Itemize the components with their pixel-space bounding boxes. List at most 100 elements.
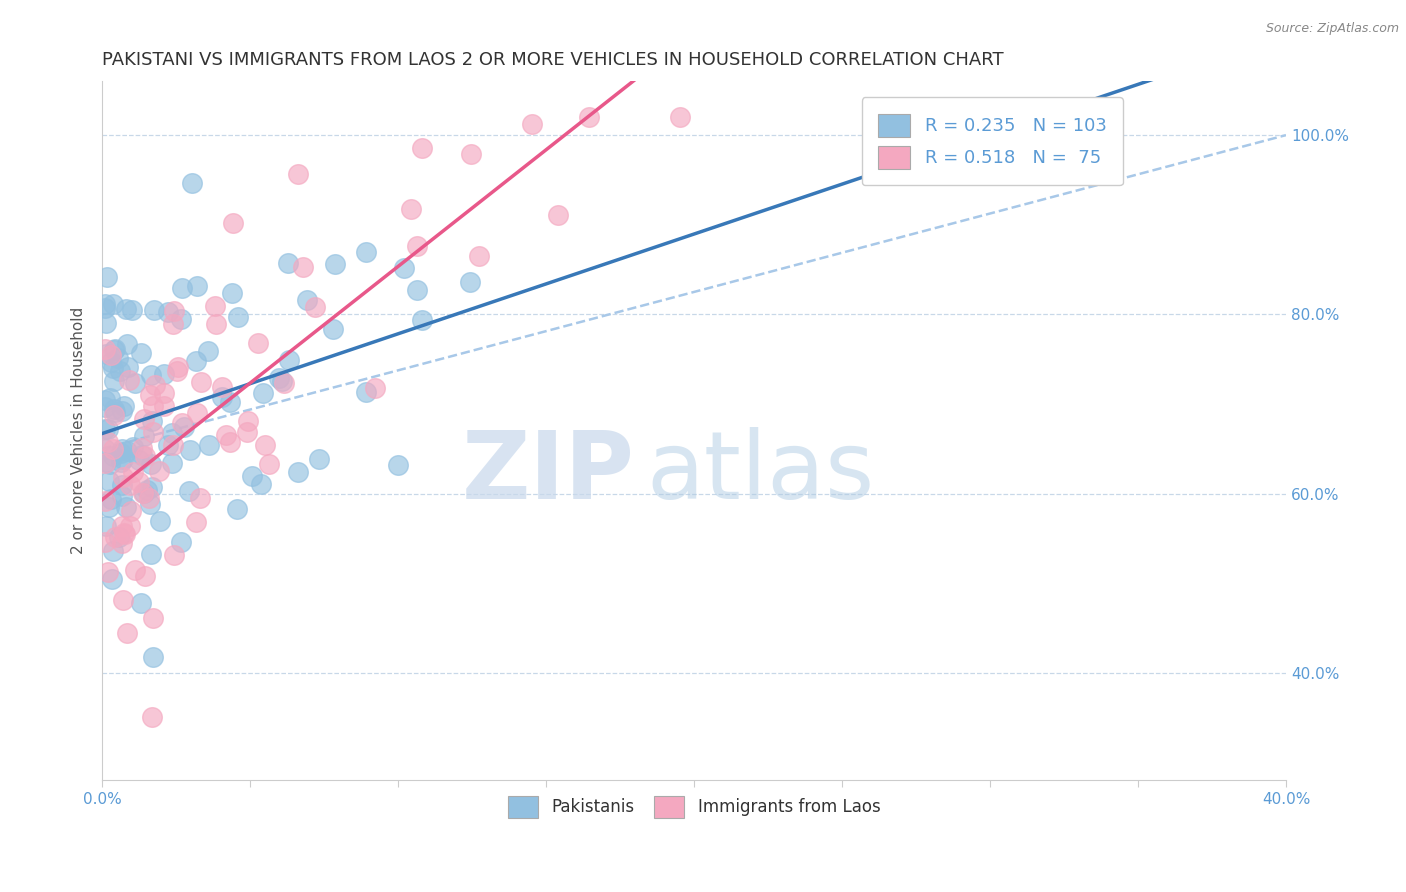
Point [114, 526, 136, 541]
Point [221, 285, 243, 300]
Point [219, 395, 242, 409]
Point [153, 386, 176, 401]
Point [411, 313, 433, 327]
Point [139, 547, 162, 561]
Point [387, 458, 409, 472]
Point [97, 500, 120, 514]
Point [118, 518, 141, 533]
Point [292, 260, 315, 274]
Point [287, 167, 309, 181]
Point [112, 525, 135, 540]
Point [111, 593, 134, 607]
Point [156, 305, 179, 319]
Point [97, 565, 120, 579]
Point [222, 216, 245, 230]
Point [277, 255, 299, 269]
Point [128, 453, 150, 467]
Point [179, 442, 201, 457]
Point [215, 428, 238, 442]
Point [668, 110, 690, 124]
Point [198, 438, 221, 452]
Text: PAKISTANI VS IMMIGRANTS FROM LAOS 2 OR MORE VEHICLES IN HOUSEHOLD CORRELATION CH: PAKISTANI VS IMMIGRANTS FROM LAOS 2 OR M… [103, 51, 1004, 69]
Point [142, 611, 165, 625]
Point [103, 374, 125, 388]
Point [186, 515, 208, 529]
Point [124, 376, 146, 390]
Point [181, 176, 204, 190]
Y-axis label: 2 or more Vehicles in Household: 2 or more Vehicles in Household [72, 307, 86, 555]
Point [138, 491, 160, 506]
Point [94, 342, 117, 356]
Point [96, 316, 118, 330]
Point [356, 245, 378, 260]
Point [411, 141, 433, 155]
Point [94, 347, 117, 361]
Point [170, 312, 193, 326]
Point [287, 465, 309, 479]
Point [162, 438, 184, 452]
Point [166, 364, 188, 378]
Point [211, 390, 233, 404]
Point [94, 392, 117, 407]
Text: Source: ZipAtlas.com: Source: ZipAtlas.com [1265, 22, 1399, 36]
Point [128, 475, 150, 490]
Point [364, 381, 387, 395]
Point [129, 596, 152, 610]
Point [101, 449, 124, 463]
Point [143, 302, 166, 317]
Point [94, 297, 117, 311]
Point [111, 403, 134, 417]
Point [107, 351, 129, 366]
Point [219, 435, 242, 450]
Point [131, 441, 153, 455]
Point [94, 422, 117, 436]
Point [103, 343, 125, 357]
Point [173, 420, 195, 434]
Point [115, 444, 138, 458]
Point [120, 504, 142, 518]
Point [170, 281, 193, 295]
Point [134, 449, 156, 463]
Point [100, 355, 122, 369]
Point [156, 438, 179, 452]
Point [132, 429, 155, 443]
Point [141, 480, 163, 494]
Point [236, 425, 259, 440]
Point [104, 342, 127, 356]
Point [152, 367, 174, 381]
Point [257, 457, 280, 471]
Point [112, 451, 135, 466]
Point [240, 468, 263, 483]
Point [141, 414, 163, 428]
Point [163, 548, 186, 562]
Point [354, 385, 377, 400]
Point [111, 519, 134, 533]
Point [190, 375, 212, 389]
Point [308, 452, 330, 467]
Legend: Pakistanis, Immigrants from Laos: Pakistanis, Immigrants from Laos [501, 789, 887, 824]
Point [120, 477, 142, 491]
Point [101, 572, 124, 586]
Point [121, 302, 143, 317]
Point [141, 710, 163, 724]
Point [98, 474, 121, 488]
Point [139, 387, 162, 401]
Point [204, 318, 226, 332]
Point [110, 446, 132, 460]
Point [117, 359, 139, 374]
Point [142, 399, 165, 413]
Text: atlas: atlas [647, 426, 875, 519]
Point [143, 378, 166, 392]
Point [186, 406, 208, 420]
Point [117, 373, 139, 387]
Point [148, 464, 170, 478]
Point [103, 401, 125, 416]
Point [98, 391, 121, 405]
Point [103, 408, 125, 422]
Point [160, 426, 183, 441]
Point [101, 297, 124, 311]
Point [162, 317, 184, 331]
Point [139, 498, 162, 512]
Point [94, 534, 117, 549]
Point [458, 275, 481, 289]
